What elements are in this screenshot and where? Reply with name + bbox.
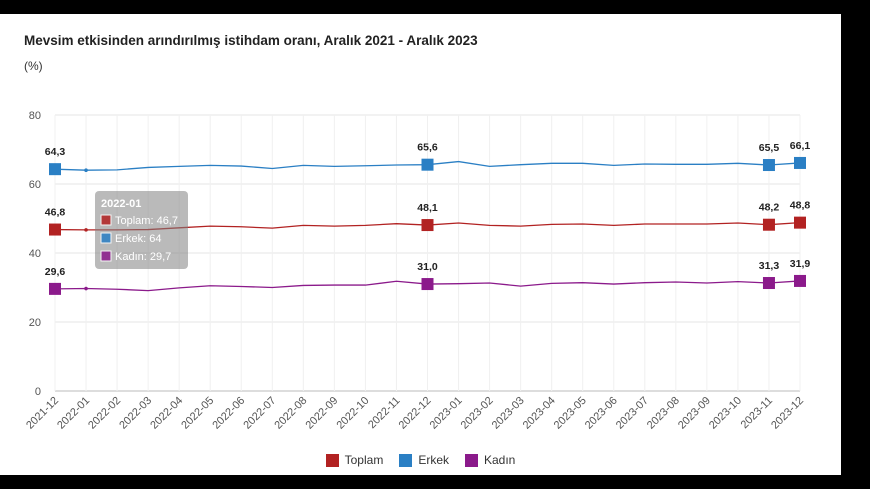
x-tick-label: 2023-09 bbox=[676, 395, 713, 432]
x-tick-label: 2021-12 bbox=[24, 395, 61, 432]
line-chart: 0204060802021-122022-012022-022022-03202… bbox=[24, 110, 811, 432]
unit-label: (%) bbox=[24, 59, 43, 73]
data-point-marker[interactable] bbox=[49, 223, 61, 236]
legend-item-kadın[interactable]: Kadın bbox=[465, 453, 515, 467]
tooltip-row: Erkek: 64 bbox=[115, 233, 161, 245]
tooltip-header: 2022-01 bbox=[101, 198, 141, 210]
x-tick-label: 2022-09 bbox=[303, 395, 340, 432]
data-label: 31,0 bbox=[417, 261, 438, 273]
x-tick-label: 2023-11 bbox=[739, 395, 775, 431]
data-label: 31,3 bbox=[759, 260, 780, 272]
x-tick-label: 2022-12 bbox=[397, 395, 434, 432]
legend-label: Kadın bbox=[484, 453, 516, 467]
x-tick-label: 2022-01 bbox=[55, 395, 92, 432]
x-tick-label: 2023-02 bbox=[459, 395, 496, 432]
x-tick-label: 2023-06 bbox=[583, 395, 620, 432]
legend-swatch bbox=[465, 453, 478, 467]
data-label: 66,1 bbox=[790, 140, 811, 152]
x-tick-label: 2022-07 bbox=[241, 395, 278, 432]
data-point-marker[interactable] bbox=[794, 216, 806, 229]
x-tick-label: 2022-10 bbox=[335, 395, 372, 432]
data-label: 29,6 bbox=[45, 266, 66, 278]
legend-label: Toplam bbox=[344, 453, 384, 467]
hover-point bbox=[84, 228, 88, 232]
x-tick-label: 2022-06 bbox=[210, 395, 247, 432]
chart-title: Mevsim etkisinden arındırılmış istihdam … bbox=[24, 33, 478, 48]
x-tick-label: 2022-02 bbox=[86, 395, 123, 432]
y-tick-label: 0 bbox=[35, 386, 41, 398]
data-label: 65,6 bbox=[417, 142, 438, 154]
tooltip-swatch bbox=[100, 214, 112, 226]
data-label: 31,9 bbox=[790, 258, 811, 270]
hover-point bbox=[84, 286, 88, 291]
chart-legend: Toplam Erkek Kadın bbox=[0, 453, 841, 467]
data-point-marker[interactable] bbox=[762, 159, 775, 172]
x-tick-label: 2023-07 bbox=[614, 395, 651, 432]
data-label: 46,8 bbox=[45, 207, 66, 219]
tooltip-row: Toplam: 46,7 bbox=[115, 215, 178, 227]
data-label: 48,1 bbox=[417, 202, 438, 214]
x-tick-label: 2023-08 bbox=[645, 395, 682, 432]
x-tick-label: 2022-05 bbox=[179, 395, 216, 432]
x-tick-label: 2023-05 bbox=[552, 395, 589, 432]
legend-item-erkek[interactable]: Erkek bbox=[399, 453, 449, 467]
x-tick-label: 2022-04 bbox=[148, 395, 185, 432]
x-tick-label: 2023-10 bbox=[707, 395, 744, 432]
data-point-marker[interactable] bbox=[49, 163, 61, 176]
legend-label: Erkek bbox=[418, 453, 449, 467]
tooltip-box bbox=[95, 191, 188, 269]
x-tick-label: 2022-08 bbox=[272, 395, 309, 432]
data-point-marker[interactable] bbox=[762, 277, 775, 290]
x-tick-label: 2023-03 bbox=[490, 395, 527, 432]
tooltip-swatch bbox=[100, 250, 112, 262]
x-tick-label: 2022-11 bbox=[366, 395, 402, 431]
data-point-marker[interactable] bbox=[794, 274, 806, 287]
data-point-marker[interactable] bbox=[762, 218, 775, 231]
legend-item-toplam[interactable]: Toplam bbox=[325, 453, 384, 467]
y-tick-label: 80 bbox=[29, 110, 41, 122]
hover-point bbox=[84, 168, 88, 172]
data-point-marker[interactable] bbox=[421, 219, 434, 232]
data-label: 48,2 bbox=[759, 202, 780, 214]
tooltip-row: Kadın: 29,7 bbox=[115, 251, 171, 263]
y-tick-label: 60 bbox=[29, 179, 41, 191]
x-tick-label: 2023-04 bbox=[521, 395, 558, 432]
data-point-marker[interactable] bbox=[421, 158, 434, 171]
chart-panel: Mevsim etkisinden arındırılmış istihdam … bbox=[0, 14, 841, 475]
data-label: 64,3 bbox=[45, 146, 66, 158]
data-label: 65,5 bbox=[759, 142, 780, 154]
data-label: 48,8 bbox=[790, 200, 811, 212]
tooltip-swatch bbox=[100, 232, 112, 244]
data-point-marker[interactable] bbox=[421, 278, 434, 291]
y-tick-label: 20 bbox=[29, 317, 41, 329]
data-point-marker[interactable] bbox=[794, 156, 806, 169]
x-tick-label: 2023-01 bbox=[428, 395, 465, 432]
x-tick-label: 2023-12 bbox=[769, 395, 806, 432]
legend-swatch bbox=[325, 453, 339, 467]
data-point-marker[interactable] bbox=[49, 282, 61, 295]
y-tick-label: 40 bbox=[29, 248, 41, 260]
legend-swatch bbox=[399, 453, 413, 467]
x-tick-label: 2022-03 bbox=[117, 395, 154, 432]
